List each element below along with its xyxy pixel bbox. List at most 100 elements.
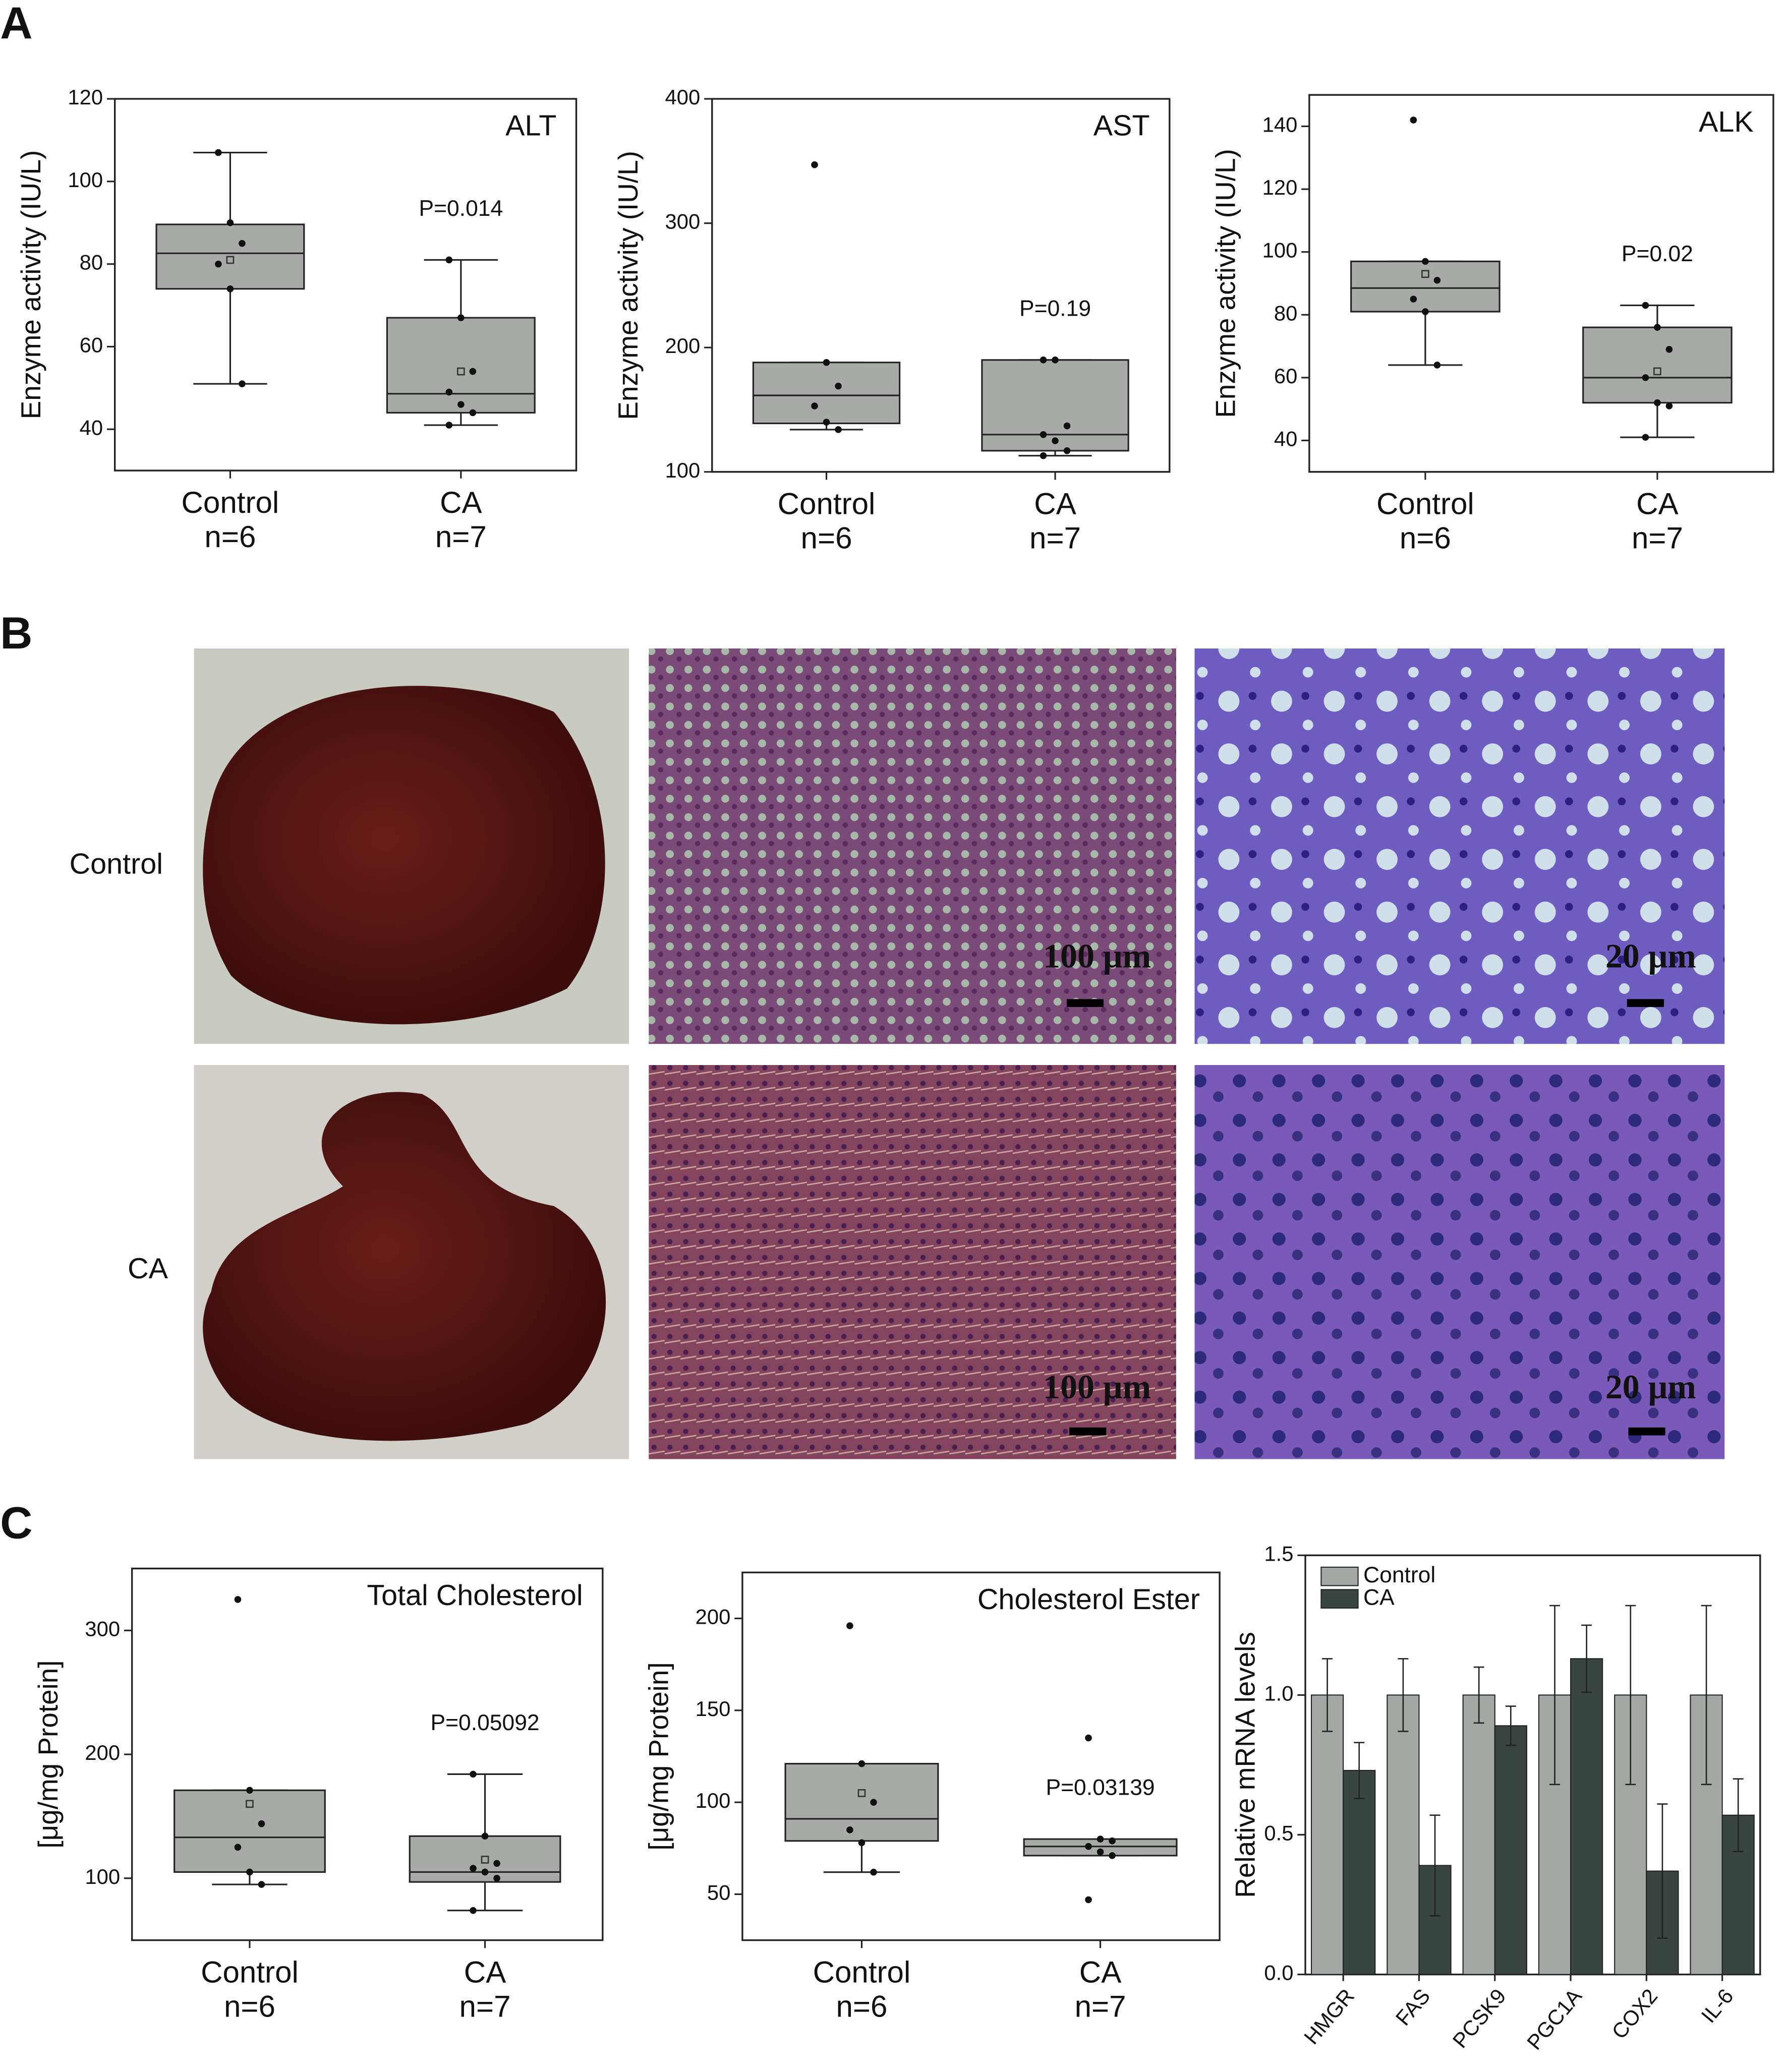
bar (1570, 1658, 1603, 1975)
data-point (493, 1874, 500, 1882)
annotation: P=0.03139 (1046, 1775, 1155, 1800)
mean (246, 1800, 254, 1808)
y-tick-label: 1.5 (1264, 1542, 1293, 1565)
scale-bar (1628, 1427, 1665, 1436)
y-tick-label: 50 (707, 1881, 731, 1905)
data-point (215, 149, 222, 156)
mean (857, 1789, 866, 1797)
y-tick-label: 80 (1274, 301, 1298, 325)
legend-label: Control (1363, 1563, 1435, 1587)
data-point (239, 240, 246, 247)
data-point (846, 1826, 853, 1833)
x-tick-label: COX2 (1607, 1984, 1662, 2043)
data-point (858, 1760, 866, 1767)
data-point (457, 314, 465, 321)
data-point (1422, 308, 1429, 315)
data-point (1040, 357, 1047, 364)
scale-bar-label: 100 μm (1043, 936, 1151, 975)
plot-frame (741, 1571, 1221, 1941)
data-point (258, 1881, 265, 1888)
y-tick-label: 120 (1262, 175, 1298, 199)
y-tick-label: 100 (1262, 239, 1298, 262)
y-tick-label: 300 (85, 1617, 120, 1640)
x-tick-label: CA (1034, 487, 1076, 521)
box (1582, 326, 1733, 404)
data-point (1063, 422, 1071, 430)
x-tick-label: HMGR (1299, 1984, 1359, 2049)
legend-label: CA (1363, 1585, 1395, 1610)
data-point (1052, 437, 1059, 444)
data-point (1654, 324, 1661, 331)
plot-frame (1308, 94, 1774, 473)
y-tick-label: 400 (665, 85, 700, 109)
data-point (1063, 447, 1071, 454)
y-tick-label: 100 (665, 458, 700, 482)
data-point (1085, 1896, 1092, 1904)
y-tick-label: 40 (1274, 427, 1298, 451)
data-point (493, 1860, 500, 1867)
legend-swatch (1320, 1566, 1359, 1586)
data-point (858, 1839, 866, 1847)
chart-title: Cholesterol Ester (977, 1583, 1200, 1616)
annotation: P=0.02 (1622, 242, 1693, 266)
box (386, 317, 536, 414)
y-axis-label: Relative mRNA levels (1230, 1632, 1261, 1898)
y-tick-label: 100 (85, 1865, 120, 1888)
x-tick-label: n=7 (1632, 521, 1683, 555)
y-axis-label: Enzyme activity (IU/L) (612, 151, 644, 420)
row-label: CA (128, 1253, 168, 1285)
data-point (215, 260, 222, 268)
data-point (1097, 1836, 1104, 1843)
x-tick-label: n=6 (224, 1989, 275, 2023)
y-tick-label: 60 (80, 333, 103, 357)
box (174, 1789, 326, 1873)
y-tick-label: 120 (68, 85, 103, 109)
x-tick-label: Control (182, 486, 279, 519)
scale-bar (1066, 999, 1104, 1007)
chart-title: Total Cholesterol (367, 1579, 583, 1612)
annotation: P=0.05092 (430, 1710, 539, 1735)
plot-frame (131, 1567, 604, 1941)
y-tick-label: 1.0 (1264, 1681, 1293, 1705)
x-tick-label: Control (1376, 487, 1474, 521)
data-point (470, 1865, 477, 1872)
x-tick-label: n=6 (204, 520, 256, 554)
x-tick-label: CA (464, 1955, 506, 1989)
histology (649, 1065, 1176, 1459)
x-tick-label: n=7 (1029, 521, 1081, 555)
data-point (823, 419, 830, 426)
data-point (239, 380, 246, 387)
data-point (1410, 116, 1417, 124)
data-point (246, 1787, 253, 1794)
data-point (470, 1907, 477, 1914)
data-point (1642, 302, 1649, 309)
data-point (234, 1596, 242, 1603)
y-tick-label: 40 (80, 416, 103, 439)
data-point (1642, 434, 1649, 441)
panel-label: B (0, 608, 32, 658)
x-tick-label: n=6 (836, 1989, 887, 2023)
x-tick-label: CA (440, 486, 482, 519)
x-tick-label: FAS (1391, 1984, 1435, 2030)
bar (1494, 1725, 1527, 1975)
box (752, 362, 901, 425)
data-point (835, 382, 842, 390)
data-point (445, 422, 453, 429)
legend-swatch (1320, 1589, 1359, 1609)
y-tick-label: 140 (1262, 113, 1298, 137)
scale-bar-label: 20 μm (1605, 1368, 1696, 1406)
chart-title: AST (1093, 110, 1150, 142)
bar (1343, 1770, 1376, 1975)
x-tick-label: PGC1A (1522, 1984, 1586, 2054)
box (981, 359, 1129, 452)
data-point (1433, 362, 1441, 369)
data-point (870, 1868, 877, 1876)
data-point (445, 388, 453, 396)
y-tick-label: 80 (80, 251, 103, 274)
data-point (1085, 1843, 1092, 1850)
panel-label: C (0, 1498, 32, 1548)
scale-bar-label: 100 μm (1043, 1368, 1151, 1406)
panel-label: A (0, 0, 32, 48)
